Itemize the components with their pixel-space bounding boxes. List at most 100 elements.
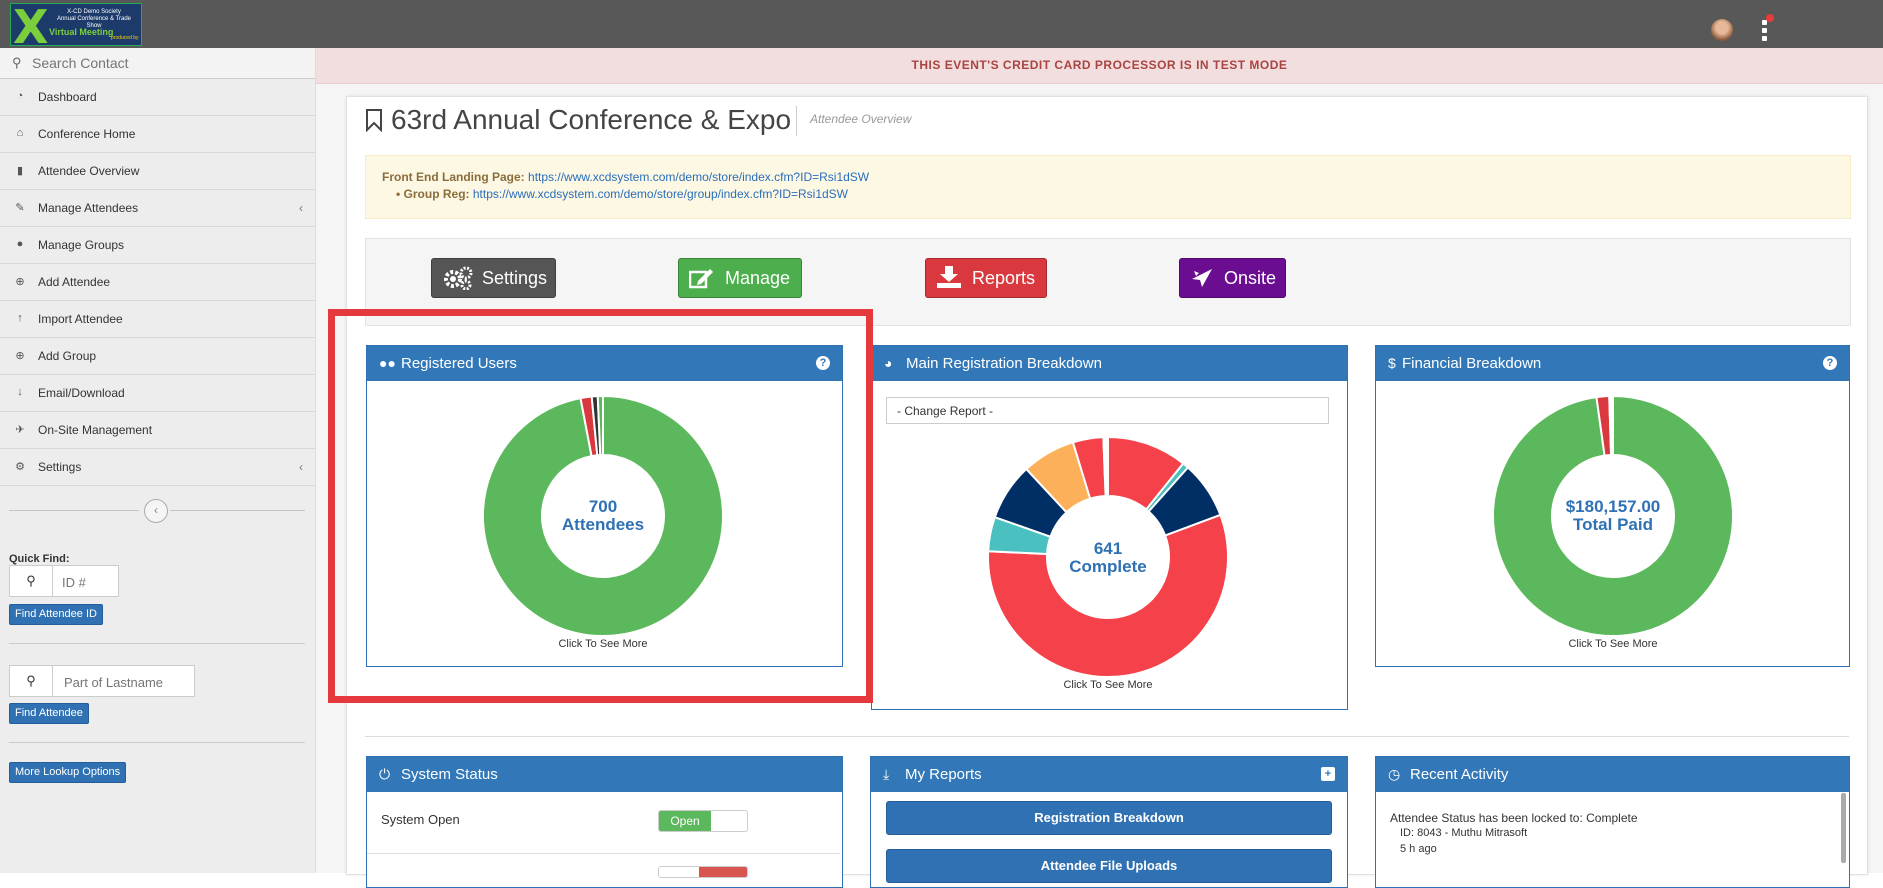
group-reg-link[interactable]: https://www.xcdsystem.com/demo/store/gro… <box>472 187 849 201</box>
settings-button[interactable]: Settings <box>431 258 556 298</box>
add-report-icon[interactable]: + <box>1321 767 1335 781</box>
plane-icon <box>1192 269 1212 287</box>
sidebar-item-add-attendee[interactable]: ⊕ Add Attendee <box>0 264 315 301</box>
sidebar-item-attendee-overview[interactable]: ▮ Attendee Overview <box>0 153 315 190</box>
donut-slice[interactable] <box>1608 394 1614 457</box>
logo-producer: produced by <box>111 35 139 41</box>
sidebar-item-label: Dashboard <box>38 90 97 104</box>
upload-icon: ↑ <box>17 312 23 324</box>
divider <box>9 643 305 644</box>
sidebar-item-label: Email/Download <box>38 386 125 400</box>
sidebar-item-settings[interactable]: ⚙ Settings ‹ <box>0 449 315 486</box>
sidebar-item-manage-attendees[interactable]: ✎ Manage Attendees ‹ <box>0 190 315 227</box>
sidebar-item-on-site-management[interactable]: ✈ On-Site Management <box>0 412 315 449</box>
avatar[interactable] <box>1711 19 1733 41</box>
search-input[interactable] <box>30 50 304 76</box>
home-icon: ⌂ <box>16 127 24 139</box>
lastname-input[interactable] <box>62 670 194 694</box>
landing-page-link[interactable]: https://www.xcdsystem.com/demo/store/ind… <box>528 170 870 184</box>
gears-icon: ⚙ <box>15 461 25 473</box>
widget-title: Recent Activity <box>1410 766 1509 783</box>
title-divider <box>796 106 797 136</box>
registration-breakdown-donut[interactable] <box>987 435 1229 678</box>
help-icon[interactable]: ? <box>816 356 830 370</box>
donut-slice[interactable] <box>987 513 1229 678</box>
widget-header: ⏻ System Status <box>367 757 842 792</box>
activity-message: Attendee Status has been locked to: Comp… <box>1390 811 1638 825</box>
sidebar-item-label: Conference Home <box>38 127 136 141</box>
widget-header: ◕ Main Registration Breakdown <box>872 346 1347 381</box>
complete-total: 641 Complete <box>1069 539 1147 576</box>
donut-slice[interactable] <box>596 394 604 457</box>
dollar-icon: $ <box>1388 355 1396 371</box>
donut-slice[interactable] <box>1492 394 1734 637</box>
landing-page-label: Front End Landing Page: <box>382 170 525 184</box>
sidebar-item-email-download[interactable]: ↓ Email/Download <box>0 375 315 412</box>
reports-button[interactable]: Reports <box>925 258 1047 298</box>
kebab-menu-icon[interactable] <box>1760 14 1774 44</box>
click-to-see-more-link[interactable]: Click To See More <box>558 638 648 650</box>
edit-icon: ✎ <box>15 202 25 214</box>
onsite-label: Onsite <box>1224 268 1277 288</box>
settings-label: Settings <box>482 268 548 288</box>
total-paid: $180,157.00 Total Paid <box>1565 497 1661 534</box>
attendee-id-input[interactable] <box>60 570 114 594</box>
download-icon <box>937 266 961 288</box>
search-icon: ⚲ <box>10 566 53 596</box>
manage-button[interactable]: Manage <box>678 258 802 298</box>
logo-x-mark: X <box>13 3 49 46</box>
find-attendee-button[interactable]: Find Attendee <box>9 703 89 724</box>
sidebar-item-label: Add Attendee <box>38 275 111 289</box>
donut-slice[interactable] <box>1102 435 1109 498</box>
click-to-see-more-link[interactable]: Click To See More <box>1063 679 1153 691</box>
toggle-on-label: Open <box>659 811 711 831</box>
sidebar-item-label: Manage Groups <box>38 238 125 252</box>
row-divider <box>367 853 840 854</box>
more-lookup-options-button[interactable]: More Lookup Options <box>9 762 127 783</box>
registered-users-donut[interactable] <box>482 394 724 637</box>
plus-circle-icon: ⊕ <box>15 350 25 362</box>
manage-label: Manage <box>725 268 791 288</box>
pie-chart-icon: ◕ <box>884 355 893 371</box>
sidebar-item-label: Manage Attendees <box>38 201 139 215</box>
find-attendee-id-button[interactable]: Find Attendee ID <box>9 604 103 625</box>
widget-title: My Reports <box>905 766 982 783</box>
secondary-toggle[interactable] <box>658 866 748 878</box>
plus-circle-icon: ⊕ <box>15 276 25 288</box>
event-logo[interactable]: X X-CD Demo Society Annual Conference & T… <box>10 3 142 46</box>
sidebar-item-add-group[interactable]: ⊕ Add Group <box>0 338 315 375</box>
search-icon: ⚲ <box>12 55 22 70</box>
edit-icon <box>689 269 713 289</box>
power-icon: ⏻ <box>379 766 391 782</box>
widget-title: Main Registration Breakdown <box>906 355 1102 372</box>
users-icon: ●● <box>379 355 396 371</box>
dashboard-icon: ◔ <box>16 90 24 102</box>
test-mode-banner: THIS EVENT'S CREDIT CARD PROCESSOR IS IN… <box>316 48 1883 84</box>
landing-page-row: Front End Landing Page: https://www.xcds… <box>382 170 869 184</box>
activity-scrollbar[interactable] <box>1841 793 1846 863</box>
financial-breakdown-donut[interactable] <box>1492 394 1734 637</box>
sidebar-item-label: On-Site Management <box>38 423 153 437</box>
change-report-select[interactable]: - Change Report - <box>886 397 1329 424</box>
clock-icon: ◷ <box>1388 766 1401 782</box>
registration-breakdown-report-button[interactable]: Registration Breakdown <box>886 801 1332 835</box>
onsite-button[interactable]: Onsite <box>1179 258 1286 298</box>
registered-total: 700 Attendees <box>561 497 645 534</box>
donut-slice[interactable] <box>482 394 724 637</box>
landing-links-alert: Front End Landing Page: https://www.xcds… <box>365 155 1851 219</box>
sidebar-item-dashboard[interactable]: ◔ Dashboard <box>0 79 315 116</box>
sidebar-item-manage-groups[interactable]: ● Manage Groups <box>0 227 315 264</box>
group-reg-row: • Group Reg: https://www.xcdsystem.com/d… <box>396 187 848 201</box>
attendee-file-uploads-report-button[interactable]: Attendee File Uploads <box>886 849 1332 883</box>
widget-title: Financial Breakdown <box>1402 355 1542 372</box>
help-icon[interactable]: ? <box>1823 356 1837 370</box>
system-open-toggle[interactable]: Open <box>658 810 748 832</box>
widget-header: ◷ Recent Activity <box>1376 757 1849 792</box>
click-to-see-more-link[interactable]: Click To See More <box>1568 638 1658 650</box>
collapse-sidebar-button[interactable]: ‹ <box>144 499 168 523</box>
widget-header: ●● Registered Users ? <box>367 346 842 381</box>
widget-title: Registered Users <box>401 355 517 372</box>
sidebar-item-import-attendee[interactable]: ↑ Import Attendee <box>0 301 315 338</box>
sidebar-item-conference-home[interactable]: ⌂ Conference Home <box>0 116 315 153</box>
divider-right <box>170 510 305 511</box>
